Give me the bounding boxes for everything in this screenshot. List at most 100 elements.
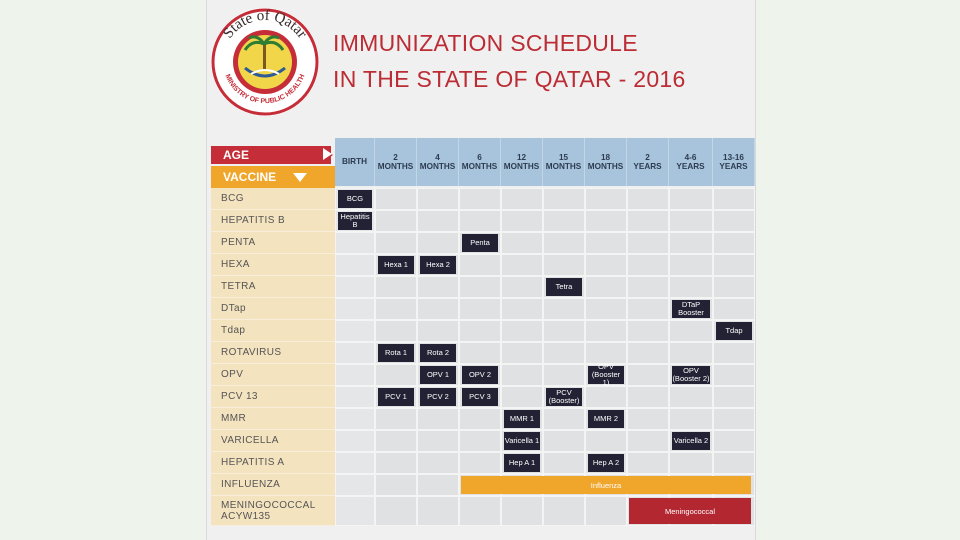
- vaccine-row-label: HEPATITIS A: [211, 452, 335, 474]
- dose-cell: Hep A 2: [588, 454, 624, 472]
- line: YEARS: [719, 162, 748, 171]
- schedule-cell: [417, 474, 459, 496]
- schedule-cell: [585, 210, 627, 232]
- schedule-cell: [669, 188, 713, 210]
- dose-cell: Tetra: [546, 278, 582, 296]
- schedule-cell: [375, 210, 417, 232]
- vaccine-header: VACCINE: [211, 166, 335, 188]
- schedule-cell: [713, 276, 755, 298]
- schedule-cell: [501, 496, 543, 526]
- dose-cell: Hep A 1: [504, 454, 540, 472]
- vaccine-row-label: HEPATITIS B: [211, 210, 335, 232]
- line: Varicella 2: [673, 435, 709, 445]
- schedule-cell: [627, 430, 669, 452]
- schedule-cell: [713, 232, 755, 254]
- schedule-cell: [713, 452, 755, 474]
- dose-cell: OPV 2: [462, 366, 498, 384]
- line: Hep A 1: [508, 457, 536, 467]
- schedule-cell: [543, 298, 585, 320]
- vaccine-row-label: OPV: [211, 364, 335, 386]
- schedule-cell: [543, 188, 585, 210]
- schedule-cell: [459, 430, 501, 452]
- schedule-cell: [459, 496, 501, 526]
- schedule-cell: [501, 298, 543, 320]
- schedule-cell: [501, 188, 543, 210]
- dose-cell: PCV 1: [378, 388, 414, 406]
- age-label: AGE: [223, 148, 250, 162]
- schedule-cell: [585, 188, 627, 210]
- schedule-cell: [417, 452, 459, 474]
- schedule-cell: [627, 342, 669, 364]
- dose-cell: Rota 1: [378, 344, 414, 362]
- schedule-cell: [713, 364, 755, 386]
- line: 12: [516, 152, 527, 162]
- schedule-cell: [335, 430, 375, 452]
- schedule-cell: [669, 254, 713, 276]
- vaccine-arrow-down-icon: [293, 173, 307, 182]
- schedule-cell: [713, 254, 755, 276]
- line: Rota 1: [384, 347, 408, 357]
- line: Tdap: [725, 325, 743, 335]
- dose-cell: MMR 2: [588, 410, 624, 428]
- vaccine-row-label: BCG: [211, 188, 335, 210]
- line: Hepatitis: [340, 211, 370, 221]
- schedule-cell: [459, 298, 501, 320]
- dose-cell: PCV (Booster): [546, 388, 582, 406]
- age-column-header: 4 MONTHS: [417, 138, 459, 186]
- line: Hep A 2: [592, 457, 620, 467]
- schedule-cell: [459, 254, 501, 276]
- dose-cell: PCV 3: [462, 388, 498, 406]
- schedule-cell: [713, 298, 755, 320]
- schedule-cell: [669, 320, 713, 342]
- schedule-cell: [335, 364, 375, 386]
- schedule-cell: [417, 496, 459, 526]
- schedule-cell: [375, 232, 417, 254]
- dose-cell: Hexa 1: [378, 256, 414, 274]
- schedule-cell: [627, 364, 669, 386]
- line: 4-6: [684, 152, 697, 162]
- schedule-cell: [417, 320, 459, 342]
- line: 4: [435, 152, 440, 162]
- line: OPV 2: [468, 369, 492, 379]
- dose-cell: OPV 1: [420, 366, 456, 384]
- schedule-cell: [459, 342, 501, 364]
- schedule-cell: [417, 276, 459, 298]
- age-arrow-inner-icon: [323, 148, 332, 160]
- schedule-cell: [543, 364, 585, 386]
- age-column-header: 13-16 YEARS: [713, 138, 755, 186]
- schedule-cell: [543, 452, 585, 474]
- line: 15: [558, 152, 569, 162]
- schedule-cell: [417, 298, 459, 320]
- schedule-cell: [669, 342, 713, 364]
- line: MONTHS: [545, 162, 582, 171]
- schedule-cell: [627, 298, 669, 320]
- schedule-cell: [375, 408, 417, 430]
- schedule-cell: [335, 276, 375, 298]
- line: (Booster): [548, 396, 580, 405]
- schedule-cell: [585, 320, 627, 342]
- line: 2: [393, 152, 398, 162]
- line: OPV: [683, 365, 699, 375]
- schedule-cell: [543, 430, 585, 452]
- line: MENINGOCOCCAL: [221, 499, 316, 511]
- schedule-cell: [375, 276, 417, 298]
- line: MMR 1: [509, 413, 535, 423]
- schedule-cell: [543, 342, 585, 364]
- schedule-cell: [713, 342, 755, 364]
- schedule-cell: [627, 408, 669, 430]
- line: 6: [477, 152, 482, 162]
- age-column-header: 2 MONTHS: [375, 138, 417, 186]
- schedule-cell: [713, 188, 755, 210]
- schedule-cell: [335, 298, 375, 320]
- schedule-cell: [585, 298, 627, 320]
- schedule-cell: [669, 210, 713, 232]
- age-column-header: 4-6 YEARS: [669, 138, 713, 186]
- schedule-cell: [669, 276, 713, 298]
- vaccine-row-label: ROTAVIRUS: [211, 342, 335, 364]
- schedule-cell: [585, 430, 627, 452]
- schedule-cell: [417, 188, 459, 210]
- dose-cell: Tdap: [716, 322, 752, 340]
- vaccine-row-label: INFLUENZA: [211, 474, 335, 496]
- schedule-cell: [335, 496, 375, 526]
- page-title-line1: IMMUNIZATION SCHEDULE: [333, 30, 638, 56]
